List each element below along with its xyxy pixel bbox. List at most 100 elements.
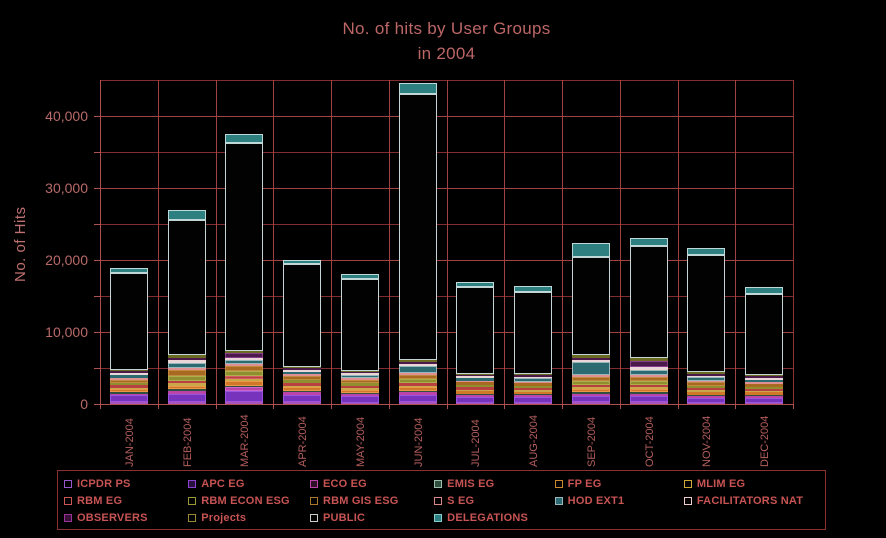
bar-segment: [283, 263, 322, 367]
bar-segment: [456, 376, 495, 379]
bar-segment: [514, 386, 553, 389]
bar-segment: [514, 383, 553, 386]
x-tick-label: DEC-2004: [759, 415, 772, 467]
bar-segment: [514, 374, 553, 377]
bar-segment: [340, 389, 379, 393]
x-tick-label: AUG-2004: [528, 415, 541, 467]
bar-segment: [571, 387, 610, 389]
bar-segment: [745, 402, 784, 404]
legend-item: PUBLIC: [309, 509, 434, 526]
x-tick-label: MAY-2004: [354, 416, 367, 467]
x-tick-mark: [793, 404, 794, 409]
bar-segment: [456, 389, 495, 392]
bar-segment: [225, 352, 264, 358]
y-tick-label: 20,000: [45, 252, 88, 268]
bar-segment: [398, 372, 437, 375]
gridline-vertical: [331, 80, 332, 404]
bar-segment: [514, 378, 553, 382]
bar-segment: [283, 366, 322, 368]
bar-segment: [745, 377, 784, 380]
bar-segment: [167, 383, 206, 386]
x-tick-mark: [157, 404, 159, 409]
x-tick-label: OCT-2004: [643, 416, 656, 467]
bar-segment: [745, 397, 784, 403]
y-tick-mark: [94, 260, 100, 261]
bar-segment: [456, 374, 495, 377]
legend-swatch-icon: [188, 479, 197, 488]
bar-segment: [571, 354, 610, 358]
legend-swatch-icon: [309, 479, 318, 488]
y-tick-mark: [94, 116, 100, 117]
legend-swatch-icon: [309, 513, 318, 522]
bar-segment: [745, 379, 784, 383]
bar-segment: [745, 286, 784, 294]
y-tick-mark: [94, 332, 100, 333]
bar-segment: [514, 397, 553, 403]
bar-segment: [225, 360, 264, 365]
bar-segment: [283, 395, 322, 403]
bar-segment: [629, 377, 668, 382]
bar-segment: [109, 267, 148, 273]
legend-item: OBSERVERS: [64, 509, 188, 526]
bar-segment: [745, 392, 784, 395]
bar-segment: [340, 379, 379, 384]
bar-segment: [340, 373, 379, 375]
y-tick-mark: [94, 368, 100, 369]
bar-segment: [398, 366, 437, 373]
x-tick-mark: [331, 404, 332, 409]
legend-item: ICPDR PS: [64, 475, 188, 492]
bar-segment: [571, 380, 610, 385]
gridline-vertical: [677, 80, 679, 404]
bar-segment: [225, 350, 264, 353]
legend-item: Projects: [188, 509, 310, 526]
bar-segment: [340, 273, 379, 280]
bar-segment: [745, 374, 784, 376]
bar-segment: [629, 389, 668, 393]
bar-segment: [109, 375, 148, 379]
legend-swatch-icon: [683, 496, 692, 505]
x-tick-mark: [504, 404, 506, 409]
y-tick-label: 0: [80, 396, 88, 412]
bar-segment: [340, 374, 379, 379]
legend-item: FP EG: [554, 475, 684, 492]
x-tick-mark: [100, 404, 101, 409]
bar-segment: [514, 381, 553, 384]
y-tick-mark: [94, 224, 100, 225]
bar-segment: [687, 397, 726, 403]
bar-segment: [398, 387, 437, 392]
bar-segment: [456, 396, 495, 403]
bar-segment: [745, 375, 784, 378]
bar-segment: [167, 369, 206, 376]
bar-segment: [167, 393, 206, 403]
bar-segment: [167, 220, 206, 355]
legend-item: RBM GIS ESG: [309, 492, 434, 509]
y-tick-mark: [94, 188, 100, 189]
bar-segment: [571, 393, 610, 396]
bar-segment: [109, 393, 148, 396]
bar-segment: [629, 393, 668, 397]
bar-segment: [629, 381, 668, 385]
bar-segment: [514, 390, 553, 392]
bar-segment: [745, 293, 784, 375]
x-tick-mark: [562, 404, 563, 409]
legend-label: PUBLIC: [322, 511, 366, 524]
bar-segment: [340, 378, 379, 380]
bar-segment: [283, 402, 322, 404]
gridline-vertical: [446, 80, 448, 404]
bar-segment: [571, 374, 610, 377]
bar-segment: [571, 392, 610, 394]
bar-segment: [340, 388, 379, 390]
bar-segment: [514, 395, 553, 398]
bar-segment: [109, 373, 148, 376]
bar-segment: [514, 391, 553, 395]
bar-segment: [514, 376, 553, 379]
bar-segment: [629, 402, 668, 404]
bar-segment: [687, 377, 726, 381]
bar-segment: [398, 374, 437, 380]
legend-item: ECO EG: [309, 475, 434, 492]
bar-segment: [283, 260, 322, 264]
bar-segment: [687, 382, 726, 386]
legend-swatch-icon: [188, 513, 197, 522]
bar-segment: [745, 395, 784, 397]
